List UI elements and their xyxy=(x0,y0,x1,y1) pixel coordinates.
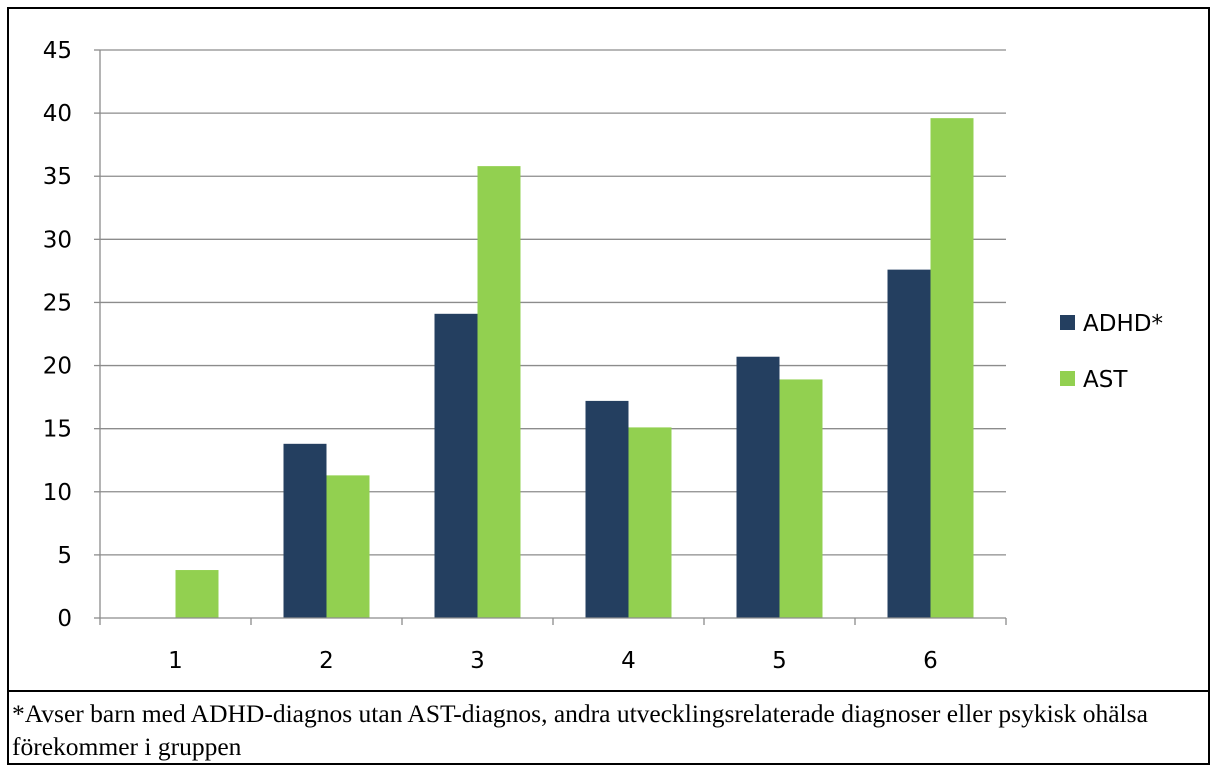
y-tick-label: 10 xyxy=(43,480,72,506)
x-tick-label: 3 xyxy=(470,648,485,674)
figure-frame xyxy=(7,7,1210,765)
x-tick-label: 2 xyxy=(319,648,334,674)
y-tick-label: 15 xyxy=(43,417,72,443)
y-tick-label: 35 xyxy=(43,164,72,190)
legend-label: AST xyxy=(1083,367,1128,393)
x-tick-label: 1 xyxy=(168,648,183,674)
y-tick-label: 25 xyxy=(43,290,72,316)
bar-ast-4 xyxy=(628,427,672,618)
gridlines xyxy=(100,49,1006,556)
legend-swatch xyxy=(1060,315,1075,330)
y-tick-label: 20 xyxy=(43,354,72,380)
bar-adhd-5 xyxy=(736,356,780,618)
bar-adhd-4 xyxy=(585,400,629,618)
legend: ADHD* AST xyxy=(1060,311,1163,393)
footnote: *Avser barn med ADHD-diagnos utan AST-di… xyxy=(12,699,1148,761)
bar-ast-3 xyxy=(477,166,521,618)
y-tick-label: 40 xyxy=(43,101,72,127)
legend-swatch xyxy=(1060,371,1075,386)
y-tick-label: 45 xyxy=(43,38,72,64)
bar-adhd-6 xyxy=(887,269,931,618)
x-tick-label: 4 xyxy=(621,648,636,674)
x-tick-label: 6 xyxy=(923,648,938,674)
y-tick-label: 30 xyxy=(43,227,72,253)
bars xyxy=(175,118,974,618)
bar-adhd-3 xyxy=(434,313,478,618)
x-tick-label: 5 xyxy=(772,648,787,674)
y-tick-label: 0 xyxy=(57,606,72,632)
bar-adhd-2 xyxy=(283,443,327,618)
y-tick-label: 5 xyxy=(57,543,72,569)
bar-ast-6 xyxy=(930,118,974,618)
bar-ast-5 xyxy=(779,379,823,618)
legend-label: ADHD* xyxy=(1083,311,1163,337)
bar-ast-2 xyxy=(326,475,370,618)
bar-ast-1 xyxy=(175,570,219,618)
chart-area xyxy=(7,7,1210,692)
